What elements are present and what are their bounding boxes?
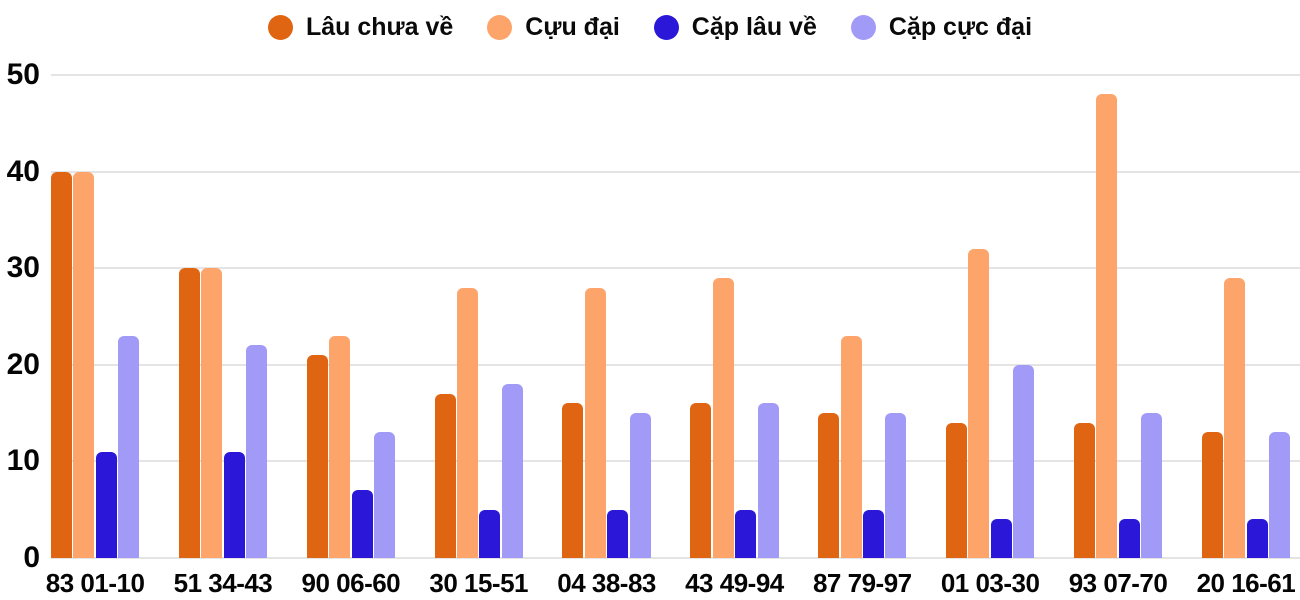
chart-legend: Lâu chưa về Cựu đại Cặp lâu về Cặp cực đại (0, 6, 1300, 48)
gridline-y-20 (51, 363, 1300, 366)
y-axis-tick-label: 0 (23, 541, 40, 574)
bar[interactable] (457, 287, 478, 558)
bar[interactable] (246, 345, 268, 558)
bar[interactable] (607, 509, 629, 558)
gridline-y-10 (51, 460, 1300, 463)
x-axis-tick-label: 87 79-97 (812, 568, 912, 598)
y-axis-tick-label: 50 (6, 58, 40, 91)
gridline-y-50 (51, 74, 1300, 76)
bar[interactable] (1141, 413, 1163, 558)
bar[interactable] (118, 335, 140, 558)
bar[interactable] (990, 519, 1012, 558)
bar[interactable] (885, 413, 907, 558)
bar[interactable] (946, 422, 968, 558)
bar[interactable] (562, 403, 584, 558)
bar[interactable] (434, 393, 456, 558)
legend-marker-circle-icon (850, 14, 876, 40)
legend-marker-circle-icon (267, 14, 293, 40)
bar[interactable] (584, 287, 606, 558)
bar[interactable] (863, 509, 884, 558)
bar[interactable] (95, 451, 117, 558)
legend-item-2[interactable]: Cựu đại (487, 13, 620, 42)
bar[interactable] (51, 171, 72, 558)
bar[interactable] (1096, 94, 1118, 558)
bar[interactable] (351, 490, 373, 558)
bar[interactable] (1073, 422, 1095, 558)
bar[interactable] (329, 335, 351, 558)
bar[interactable] (818, 413, 840, 558)
x-axis-tick-label: 90 06-60 (301, 568, 401, 598)
bar[interactable] (1269, 432, 1290, 558)
legend-item-3[interactable]: Cặp lâu về (653, 12, 817, 42)
bar[interactable] (629, 413, 651, 558)
bar[interactable] (1224, 277, 1246, 558)
bar[interactable] (1201, 432, 1223, 558)
x-axis-tick-label: 83 01-10 (45, 568, 145, 598)
x-axis-tick-label: 30 15-51 (429, 568, 529, 598)
legend-item-1[interactable]: Lâu chưa về (267, 12, 454, 42)
bar[interactable] (735, 509, 757, 558)
bar[interactable] (757, 403, 779, 558)
x-axis-tick-label: 43 49-94 (685, 568, 784, 598)
bar[interactable] (501, 384, 523, 558)
x-axis-tick-label: 93 07-70 (1068, 568, 1168, 598)
legend-label: Cặp lâu về (691, 12, 817, 41)
bar[interactable] (840, 335, 862, 558)
gridline-y-0 (51, 557, 1300, 559)
bar[interactable] (690, 403, 712, 558)
gridline-y-30 (51, 267, 1300, 270)
x-axis-tick-label: 04 38-83 (557, 568, 656, 598)
legend-label: Lâu chưa về (305, 12, 454, 41)
bar[interactable] (712, 277, 734, 558)
bar[interactable] (1118, 519, 1140, 558)
legend-item-4[interactable]: Cặp cực đại (850, 12, 1033, 42)
bar[interactable] (1246, 519, 1268, 558)
x-axis-tick-label: 51 34-43 (173, 568, 273, 598)
bar[interactable] (223, 451, 245, 558)
legend-label: Cặp cực đại (888, 12, 1033, 41)
y-axis-tick-label: 20 (6, 347, 40, 381)
x-axis-tick-label: 01 03-30 (940, 568, 1040, 598)
y-axis-tick-label: 30 (6, 251, 40, 285)
legend-label: Cựu đại (525, 12, 620, 41)
bar[interactable] (73, 171, 95, 558)
y-axis-tick-label: 40 (6, 154, 40, 188)
bar[interactable] (201, 268, 223, 558)
y-axis-tick-label: 10 (6, 444, 40, 478)
gridline-y-40 (51, 170, 1300, 173)
bar[interactable] (178, 268, 200, 558)
bar[interactable] (373, 432, 395, 558)
bar[interactable] (1013, 364, 1035, 558)
bar[interactable] (479, 509, 501, 558)
bar[interactable] (968, 248, 990, 558)
x-axis-tick-label: 20 16-61 (1196, 568, 1296, 598)
bar[interactable] (306, 355, 328, 558)
legend-marker-circle-icon (487, 14, 513, 40)
legend-marker-circle-icon (653, 14, 679, 40)
